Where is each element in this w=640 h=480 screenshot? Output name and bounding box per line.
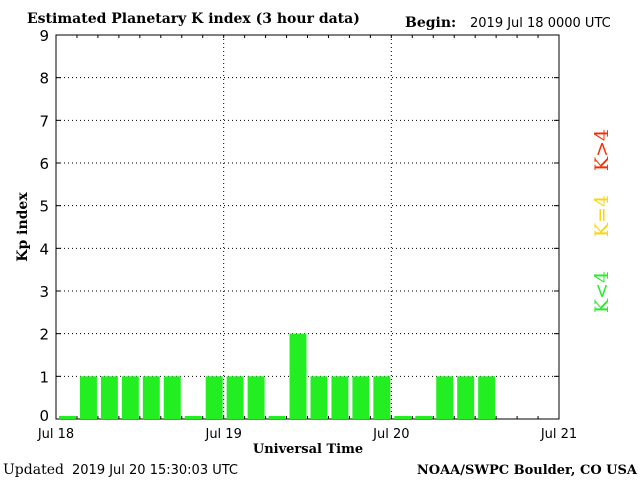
y-tick-label: 9 (39, 27, 49, 45)
kp-bar (373, 376, 391, 419)
legend-k-greater-4: K>4 (591, 129, 613, 171)
updated-value: 2019 Jul 20 15:30:03 UTC (72, 463, 238, 478)
kp-bar (205, 376, 223, 419)
kp-bar (457, 376, 475, 419)
kp-bar (226, 376, 244, 419)
y-tick-label: 5 (39, 198, 49, 216)
kp-bar (142, 376, 160, 419)
legend-k-less-4: K<4 (591, 271, 613, 313)
y-tick-label: 7 (39, 112, 49, 130)
kp-bar (436, 376, 454, 419)
kp-bar (268, 416, 286, 419)
x-axis: Jul 18 Jul 19 Jul 20 Jul 21 (37, 35, 577, 442)
kp-bar (100, 376, 118, 419)
y-tick-label: 8 (39, 70, 49, 88)
plot-frame (55, 34, 560, 420)
kp-bar (163, 376, 181, 419)
legend-k-equal-4: K=4 (591, 195, 613, 237)
y-tick-label: 6 (39, 155, 49, 173)
y-tick-label: 1 (39, 368, 49, 386)
kp-bar (59, 416, 76, 419)
kp-bar (478, 376, 496, 419)
y-tick-label: 0 (39, 407, 49, 425)
kp-bar (352, 376, 370, 419)
y-tick-label: 2 (39, 326, 49, 344)
kp-bar (415, 416, 433, 419)
kp-bar (394, 416, 412, 419)
kp-bar (247, 376, 265, 419)
begin-label: Begin: (405, 15, 456, 31)
grid-lines (56, 35, 559, 419)
x-tick-label: Jul 19 (204, 427, 241, 442)
begin-value: 2019 Jul 18 0000 UTC (470, 16, 611, 31)
y-axis-title: Kp index (15, 192, 31, 262)
credit-text: NOAA/SWPC Boulder, CO USA (417, 463, 638, 478)
kp-bar (331, 376, 349, 419)
y-tick-label: 4 (39, 240, 49, 258)
x-tick-label: Jul 21 (540, 427, 577, 442)
chart-title: Estimated Planetary K index (3 hour data… (27, 11, 360, 27)
bars (59, 333, 496, 419)
x-tick-label: Jul 20 (372, 427, 409, 442)
x-axis-title: Universal Time (253, 442, 363, 457)
x-tick-label: Jul 18 (37, 427, 74, 442)
kp-bar (79, 376, 97, 419)
y-axis: 0 1 2 3 4 5 6 7 8 9 (39, 27, 559, 425)
updated-label: Updated (3, 462, 64, 478)
kp-bar (184, 416, 202, 419)
kp-bar (121, 376, 139, 419)
kp-bar (310, 376, 328, 419)
y-tick-label: 3 (39, 283, 49, 301)
kp-bar (289, 333, 307, 419)
